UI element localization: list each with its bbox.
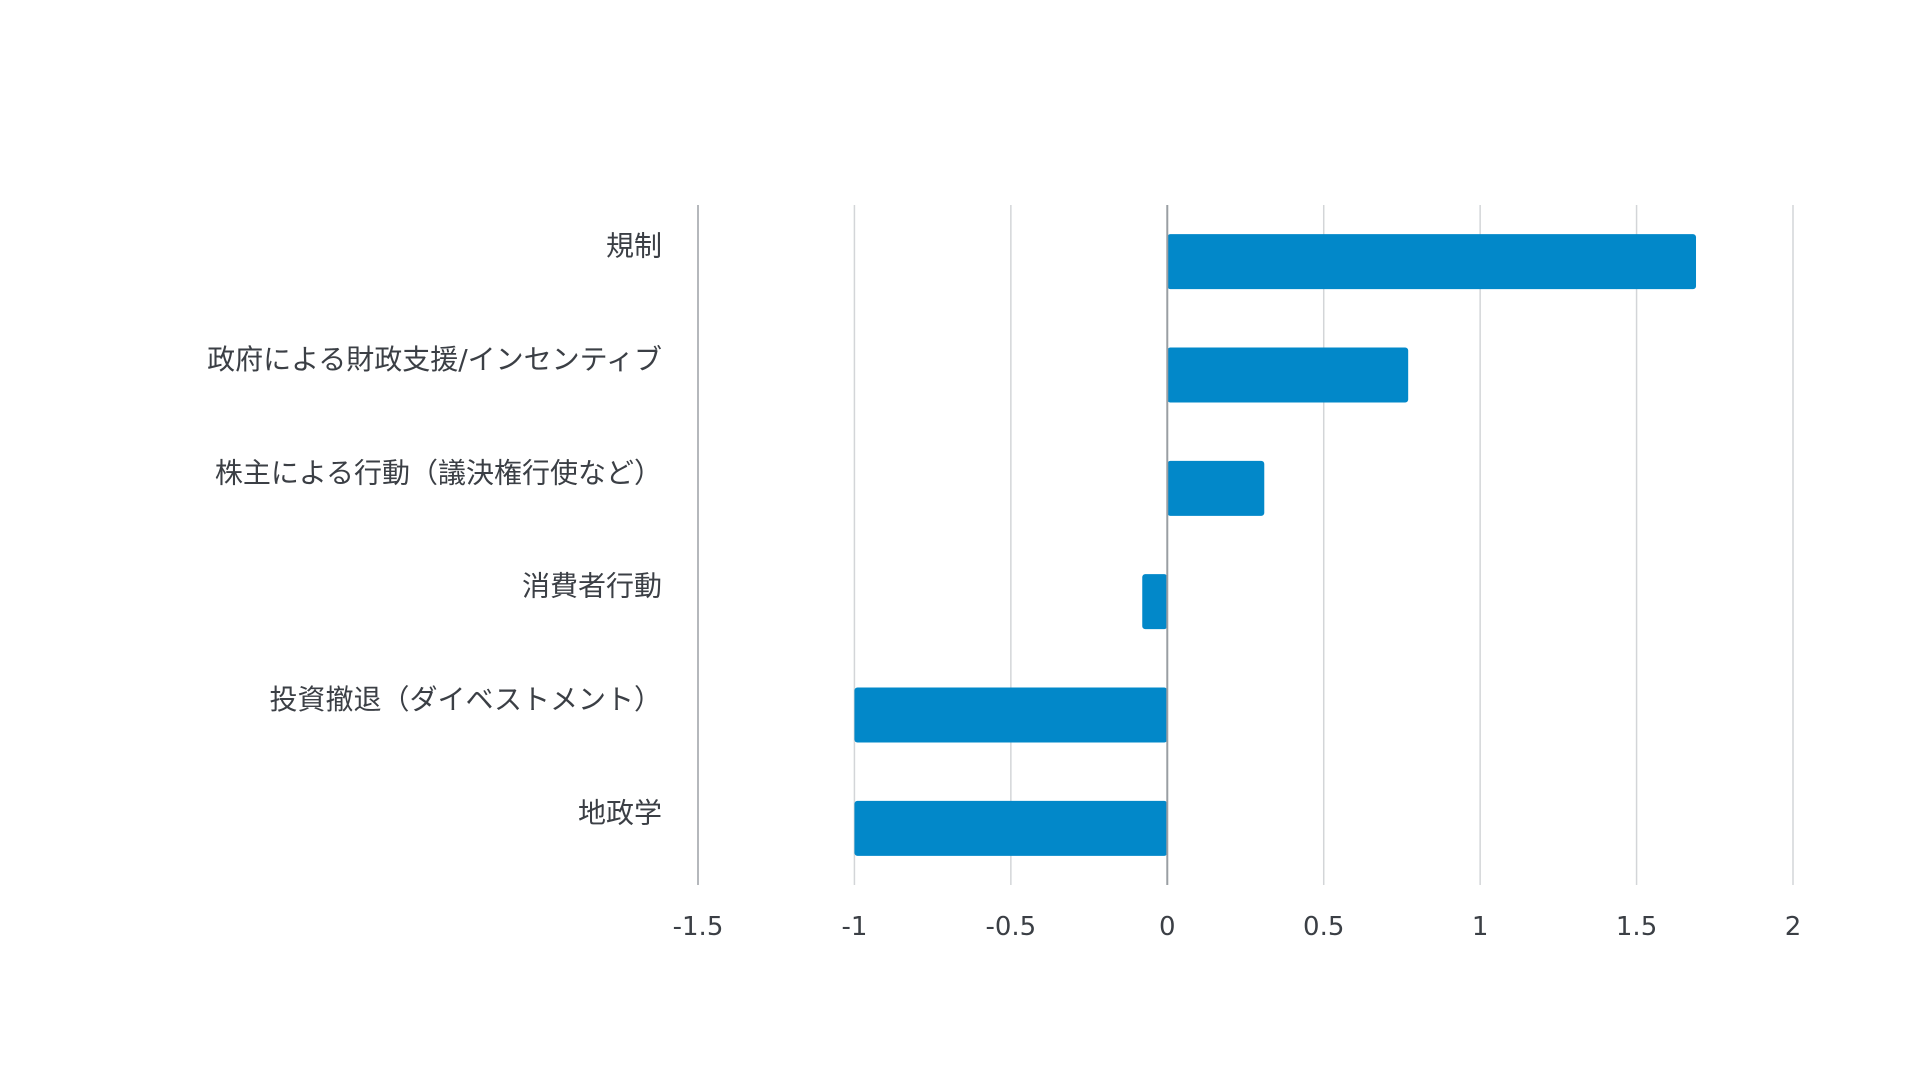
x-tick-label: -1.5 — [673, 912, 724, 942]
category-label: 株主による行動（議決権行使など） — [215, 456, 662, 489]
bar — [1167, 234, 1697, 290]
x-tick-label: 1.5 — [1616, 912, 1657, 942]
bar — [854, 687, 1168, 743]
category-label: 規制 — [606, 230, 662, 263]
bar — [854, 800, 1168, 856]
category-label: 政府による財政支援/インセンティブ — [207, 343, 662, 376]
x-tick-label: 2 — [1785, 912, 1802, 942]
x-tick-label: 1 — [1472, 912, 1489, 942]
x-tick-label: -1 — [841, 912, 867, 942]
category-label: 消費者行動 — [522, 570, 662, 603]
bars — [854, 234, 1697, 856]
bar — [1167, 460, 1265, 516]
category-label: 投資撤退（ダイベストメント） — [269, 683, 662, 716]
x-tick-label: 0 — [1159, 912, 1176, 942]
x-tick-label: 0.5 — [1303, 912, 1344, 942]
category-label: 地政学 — [578, 796, 662, 829]
bar — [1167, 347, 1409, 403]
x-tick-label: -0.5 — [985, 912, 1036, 942]
bar — [1142, 574, 1168, 630]
gridlines — [853, 205, 1794, 885]
tick-labels: -1.5 -1 -0.5 0 0.5 1 1.5 2 — [673, 912, 1802, 942]
axes — [697, 205, 1169, 885]
